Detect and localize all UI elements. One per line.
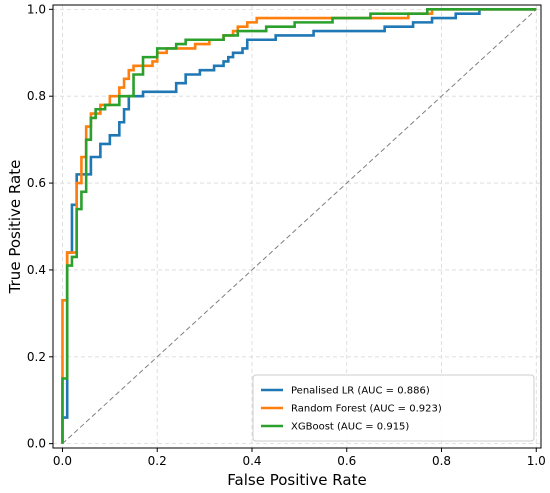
legend-label-2: XGBoost (AUC = 0.915) [291,422,409,433]
chance-diagonal-line [62,8,537,445]
x-axis-ticks: 0.0 0.2 0.4 0.6 0.8 1.0 [53,448,546,468]
legend-label-1: Random Forest (AUC = 0.923) [291,404,442,415]
legend-box [252,374,535,442]
legend-label-0: Penalised LR (AUC = 0.886) [291,386,430,397]
y-tick-label-4: 0.8 [27,89,46,103]
x-tick-label-1: 0.2 [148,454,167,468]
y-axis-ticks: 0.0 0.2 0.4 0.6 0.8 1.0 [27,2,53,451]
x-tick-label-5: 1.0 [527,454,546,468]
x-tick-label-2: 0.4 [242,454,261,468]
plot-frame [52,4,542,449]
y-tick-label-0: 0.0 [27,437,46,451]
series-line-2 [61,8,537,444]
series-lines [61,8,537,444]
y-tick-label-3: 0.6 [27,176,46,190]
x-tick-label-4: 0.8 [432,454,451,468]
series-line-0 [61,8,537,444]
y-tick-label-2: 0.4 [27,263,46,277]
y-axis-title: True Positive Rate [6,160,24,295]
y-tick-label-1: 0.2 [27,350,46,364]
x-axis-title: False Positive Rate [227,471,366,489]
x-tick-label-3: 0.6 [337,454,356,468]
legend: Penalised LR (AUC = 0.886) Random Forest … [252,374,535,442]
y-tick-label-5: 1.0 [27,2,46,16]
x-tick-label-0: 0.0 [53,454,72,468]
